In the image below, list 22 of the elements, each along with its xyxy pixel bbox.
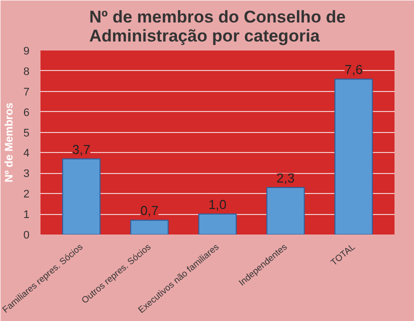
y-tick-label: 7 xyxy=(23,86,30,98)
y-tick-label: 4 xyxy=(23,148,30,160)
y-tick-label: 3 xyxy=(23,168,30,180)
y-tick-label: 2 xyxy=(23,188,30,201)
data-label: 7,6 xyxy=(344,62,363,78)
data-label: 2,3 xyxy=(276,170,295,186)
bar xyxy=(62,158,101,234)
data-label: 3,7 xyxy=(72,142,90,157)
y-tick-label: 6 xyxy=(23,106,30,119)
data-label: 0,7 xyxy=(140,203,158,218)
bar xyxy=(130,220,169,234)
y-axis-title: Nº de Membros xyxy=(3,102,16,182)
y-tick-label: 9 xyxy=(23,46,30,58)
chart-title: Nº de membros do Conselho de Administração por categoria xyxy=(89,8,346,46)
y-tick-label: 8 xyxy=(23,66,30,78)
data-label: 1,0 xyxy=(208,197,227,212)
y-tick-label: 1 xyxy=(23,209,30,222)
bar xyxy=(266,186,305,234)
bar xyxy=(198,214,237,234)
y-tick-label: 0 xyxy=(23,230,30,242)
y-tick-label: 5 xyxy=(23,127,30,140)
bar xyxy=(334,78,373,234)
